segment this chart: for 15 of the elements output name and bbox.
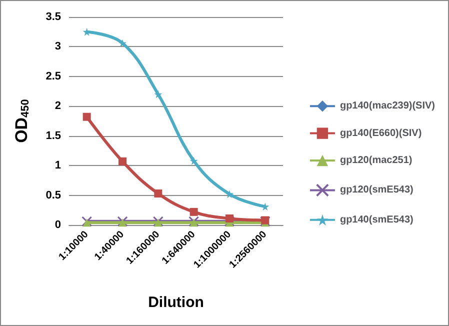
y-tick-label: 3.5 [46,11,61,23]
y-tick-label: 0 [54,219,61,231]
x-axis-title: Dilution [148,294,204,311]
legend-label: gp140(E660)(SIV) [340,128,422,139]
y-tick-label: 3 [54,40,61,53]
y-axis-title: OD450 [12,99,32,143]
y-tick-label: 2.5 [46,70,61,82]
y-tick-label: 0.5 [46,189,61,202]
y-tick-label: 1 [54,160,61,172]
y-tick-label: 1.5 [46,130,61,142]
legend-label: gp140(smE543) [340,214,414,226]
legend-label: gp140(mac239)(SIV) [340,100,436,112]
y-tick-label: 2 [54,100,61,112]
legend-label: gp120(smE543) [340,184,414,196]
legend-label: gp120(mac251) [340,155,412,166]
